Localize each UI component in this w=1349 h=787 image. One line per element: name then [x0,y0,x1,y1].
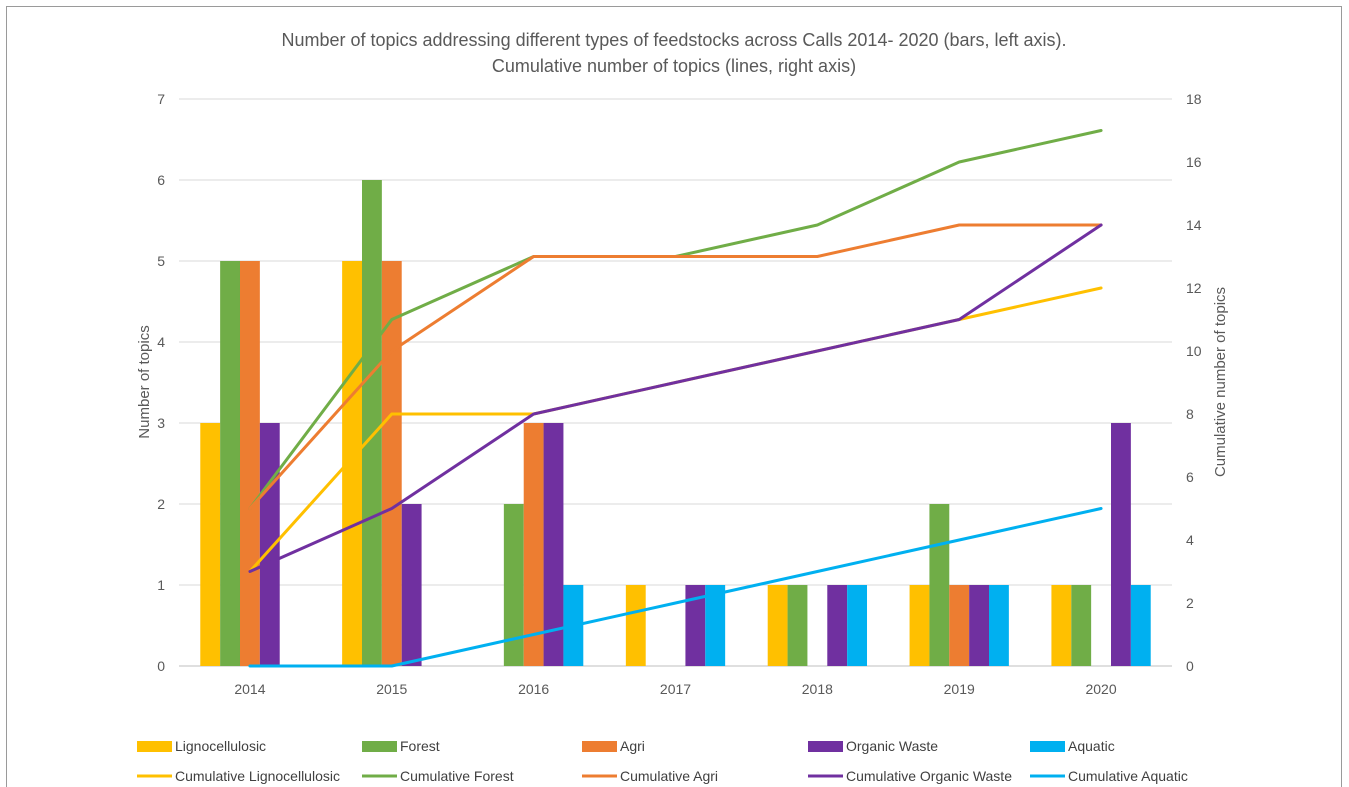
legend-swatch [1030,741,1065,752]
bar-forest [929,504,950,666]
bar-organic-waste [685,585,706,666]
bar-forest [361,180,382,666]
right-tick-label: 10 [1186,343,1202,359]
left-axis-ticks: 0 1 2 3 4 5 6 7 [157,91,165,674]
x-tick-label: 2018 [802,681,833,697]
bar-organic-waste [259,423,280,666]
legend-label: Organic Waste [846,738,938,754]
legend-swatch [137,741,172,752]
right-tick-label: 12 [1186,280,1202,296]
bar-organic-waste [543,423,564,666]
left-tick-label: 2 [157,496,165,512]
legend: Lignocellulosic Forest Agri Organic Waste Aq… [137,738,1188,784]
right-tick-label: 6 [1186,469,1194,485]
bar-lignocellulosic [909,585,930,666]
left-tick-label: 1 [157,577,165,593]
legend-label: Lignocellulosic [175,738,266,754]
bar-forest [220,261,240,666]
right-tick-label: 0 [1186,658,1194,674]
bar-agri [523,423,544,666]
line-series [248,129,1103,668]
bar-lignocellulosic [625,585,646,666]
right-axis-title: Cumulative number of topics [1212,287,1229,477]
legend-swatch [582,741,617,752]
right-tick-label: 18 [1186,91,1202,107]
bar-organic-waste [827,585,848,666]
legend-label: Cumulative Agri [620,768,718,784]
right-tick-label: 14 [1186,217,1202,233]
x-tick-label: 2014 [234,681,265,697]
left-tick-label: 4 [157,334,165,350]
legend-swatch [362,741,397,752]
bar-forest [503,504,524,666]
chart-frame [6,6,1342,787]
chart-title-line-1: Number of topics addressing different ty… [281,30,1066,50]
bar-organic-waste [1111,423,1131,666]
bar-lignocellulosic [200,423,221,666]
chart-title-line-2: Cumulative number of topics (lines, righ… [492,56,856,76]
right-tick-label: 8 [1186,406,1194,422]
bar-lignocellulosic [342,261,362,666]
bar-agri [239,261,260,666]
line-cumulative-organic-waste [248,223,1103,573]
left-axis-title: Number of topics [136,325,153,438]
left-tick-label: 5 [157,253,165,269]
legend-label: Cumulative Forest [400,768,514,784]
left-tick-label: 6 [157,172,165,188]
bar-agri [381,261,402,666]
left-tick-label: 3 [157,415,165,431]
right-tick-label: 2 [1186,595,1194,611]
left-tick-label: 0 [157,658,165,674]
legend-label: Cumulative Organic Waste [846,768,1012,784]
bar-forest [1071,585,1092,666]
bar-lignocellulosic [1051,585,1072,666]
legend-label: Agri [620,738,645,754]
left-tick-label: 7 [157,91,165,107]
bar-forest [787,585,808,666]
legend-swatch [808,741,843,752]
x-tick-label: 2017 [660,681,691,697]
x-tick-label: 2020 [1085,681,1116,697]
legend-label: Aquatic [1068,738,1115,754]
bar-aquatic [847,585,868,666]
bar-aquatic [1130,585,1151,666]
x-tick-label: 2015 [376,681,407,697]
bar-aquatic [989,585,1009,666]
line-cumulative-aquatic [248,507,1103,668]
bar-lignocellulosic [767,585,788,666]
legend-label: Cumulative Aquatic [1068,768,1188,784]
bar-agri [949,585,970,666]
legend-label: Cumulative Lignocellulosic [175,768,340,784]
x-axis-ticks: 2014 2015 2016 2017 2018 2019 2020 [234,681,1117,697]
legend-label: Forest [400,738,440,754]
right-tick-label: 16 [1186,154,1202,170]
bar-organic-waste [969,585,990,666]
right-axis-ticks: 0 2 4 6 8 10 12 14 16 18 [1186,91,1202,674]
x-tick-label: 2016 [518,681,549,697]
bar-aquatic [705,585,726,666]
x-tick-label: 2019 [944,681,975,697]
line-cumulative-agri [248,223,1103,510]
right-tick-label: 4 [1186,532,1194,548]
bar-organic-waste [401,504,422,666]
